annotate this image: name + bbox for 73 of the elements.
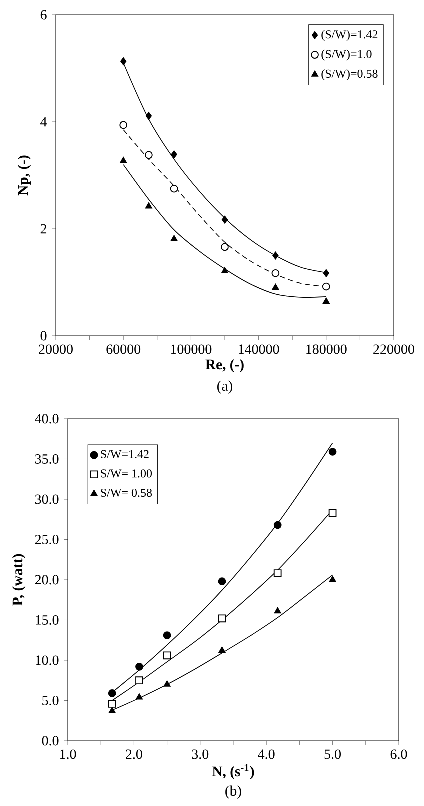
y-axis-title: P, (watt) [12, 554, 26, 606]
point [136, 694, 143, 700]
x-tick-label: 4.0 [258, 750, 275, 760]
y-tick-label: 0 [40, 331, 47, 341]
point [120, 121, 128, 130]
x-axis-title: Re, (-) [206, 359, 244, 373]
text: (a) [218, 380, 232, 394]
point [328, 448, 337, 456]
point [163, 632, 172, 640]
x-tick-label: 180000 [306, 344, 347, 354]
point [328, 509, 337, 518]
point [274, 570, 282, 578]
point [145, 202, 152, 209]
point [274, 607, 282, 614]
point [272, 284, 280, 290]
point [170, 235, 178, 242]
x-tick-label: 3.0 [192, 750, 209, 760]
text: (b) [226, 786, 242, 799]
x-tick-label: 20000 [39, 344, 73, 354]
point [108, 700, 116, 708]
x-tick-label: 100000 [171, 344, 212, 354]
x-tick-label: 1.0 [60, 750, 76, 760]
point [170, 184, 178, 193]
point [272, 269, 280, 278]
point [329, 576, 336, 582]
point [222, 216, 228, 224]
point [136, 662, 144, 671]
y-tick-label: 0.0 [42, 736, 59, 746]
legend-label: S/W= 0.58 [101, 488, 152, 498]
point [218, 578, 226, 586]
point [221, 243, 229, 252]
point [145, 151, 153, 160]
point [323, 269, 330, 278]
y-tick-label: 5.0 [42, 696, 59, 706]
y-tick-label: 25.0 [35, 534, 59, 544]
point [164, 680, 171, 687]
x-tick-label: 60000 [106, 344, 141, 354]
point [108, 707, 116, 714]
x-tick-label: 140000 [239, 344, 280, 354]
point [163, 652, 172, 660]
point [136, 676, 144, 685]
legend-label: (S/W)=1.42 [322, 30, 378, 42]
y-tick-label: 6 [40, 10, 47, 20]
x-axis-title: N, (s$^{-1}$) [212, 764, 254, 780]
point [171, 150, 178, 159]
x-tick-label: 2.0 [126, 750, 142, 760]
point [108, 690, 116, 698]
y-tick-label: 30.0 [35, 494, 59, 504]
point [274, 521, 282, 530]
x-tick-label: 5.0 [324, 750, 341, 760]
point [146, 112, 152, 120]
y-tick-label: 2 [40, 224, 47, 234]
legend-label: (S/W)=1.0 [322, 50, 372, 61]
point [272, 252, 279, 260]
y-tick-label: 35.0 [35, 454, 59, 464]
point [322, 282, 330, 291]
y-tick-label: 4 [40, 117, 48, 127]
point [218, 646, 226, 654]
x-tick-label: 6.0 [390, 750, 408, 760]
point [222, 267, 228, 274]
legend-label: (S/W)=0.58 [322, 70, 378, 80]
x-tick-label: 220000 [374, 344, 414, 354]
point [322, 298, 330, 304]
y-tick-label: 10.0 [36, 656, 59, 666]
y-tick-label: 15.0 [36, 615, 59, 625]
point [218, 614, 226, 623]
legend-label: S/W= 1.00 [101, 470, 152, 478]
legend-label: S/W=1.42 [101, 450, 149, 458]
point [120, 58, 127, 66]
point [120, 157, 128, 164]
y-axis-title: Np, (-) [18, 156, 32, 196]
y-tick-label: 40.0 [35, 414, 59, 424]
y-tick-label: 20.0 [35, 575, 59, 585]
